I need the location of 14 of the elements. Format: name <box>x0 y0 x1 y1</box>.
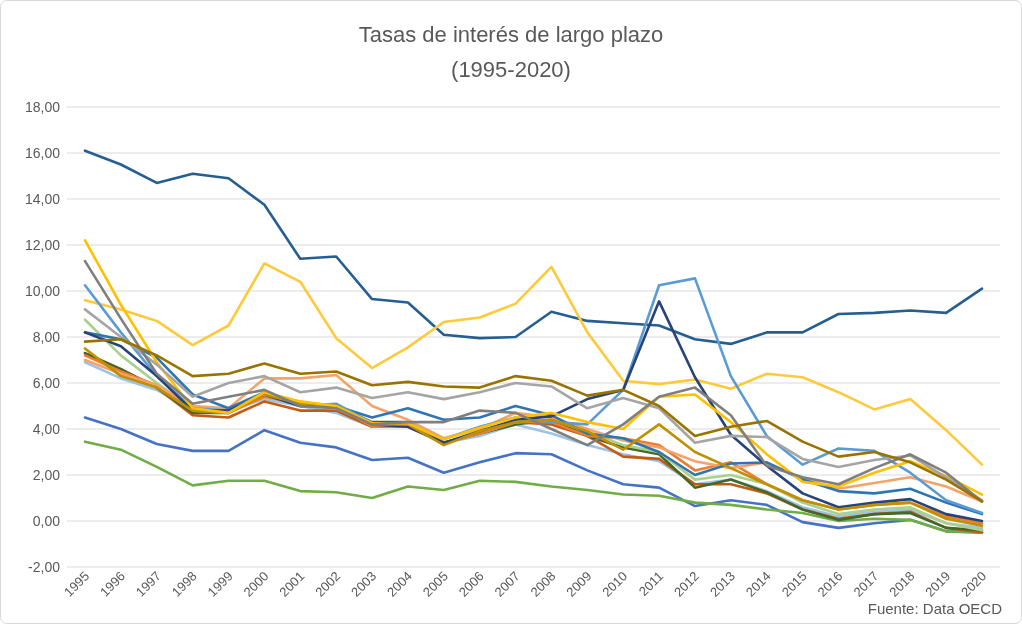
y-tick-label: 10,00 <box>24 283 61 299</box>
y-tick-label: 6,00 <box>32 375 61 391</box>
chart-title: Tasas de interés de largo plazo <box>358 22 664 47</box>
y-tick-label: -2,00 <box>28 559 61 575</box>
chart-subtitle: (1995-2020) <box>451 57 571 82</box>
y-tick-label: 4,00 <box>32 421 61 437</box>
y-tick-label: 0,00 <box>32 513 61 529</box>
y-tick-label: 18,00 <box>24 99 61 115</box>
y-tick-label: 8,00 <box>32 329 61 345</box>
y-tick-label: 14,00 <box>24 191 61 207</box>
y-tick-label: 12,00 <box>24 237 61 253</box>
y-tick-label: 16,00 <box>24 145 61 161</box>
source-note: Fuente: Data OECD <box>867 600 1003 617</box>
y-tick-label: 2,00 <box>32 467 61 483</box>
